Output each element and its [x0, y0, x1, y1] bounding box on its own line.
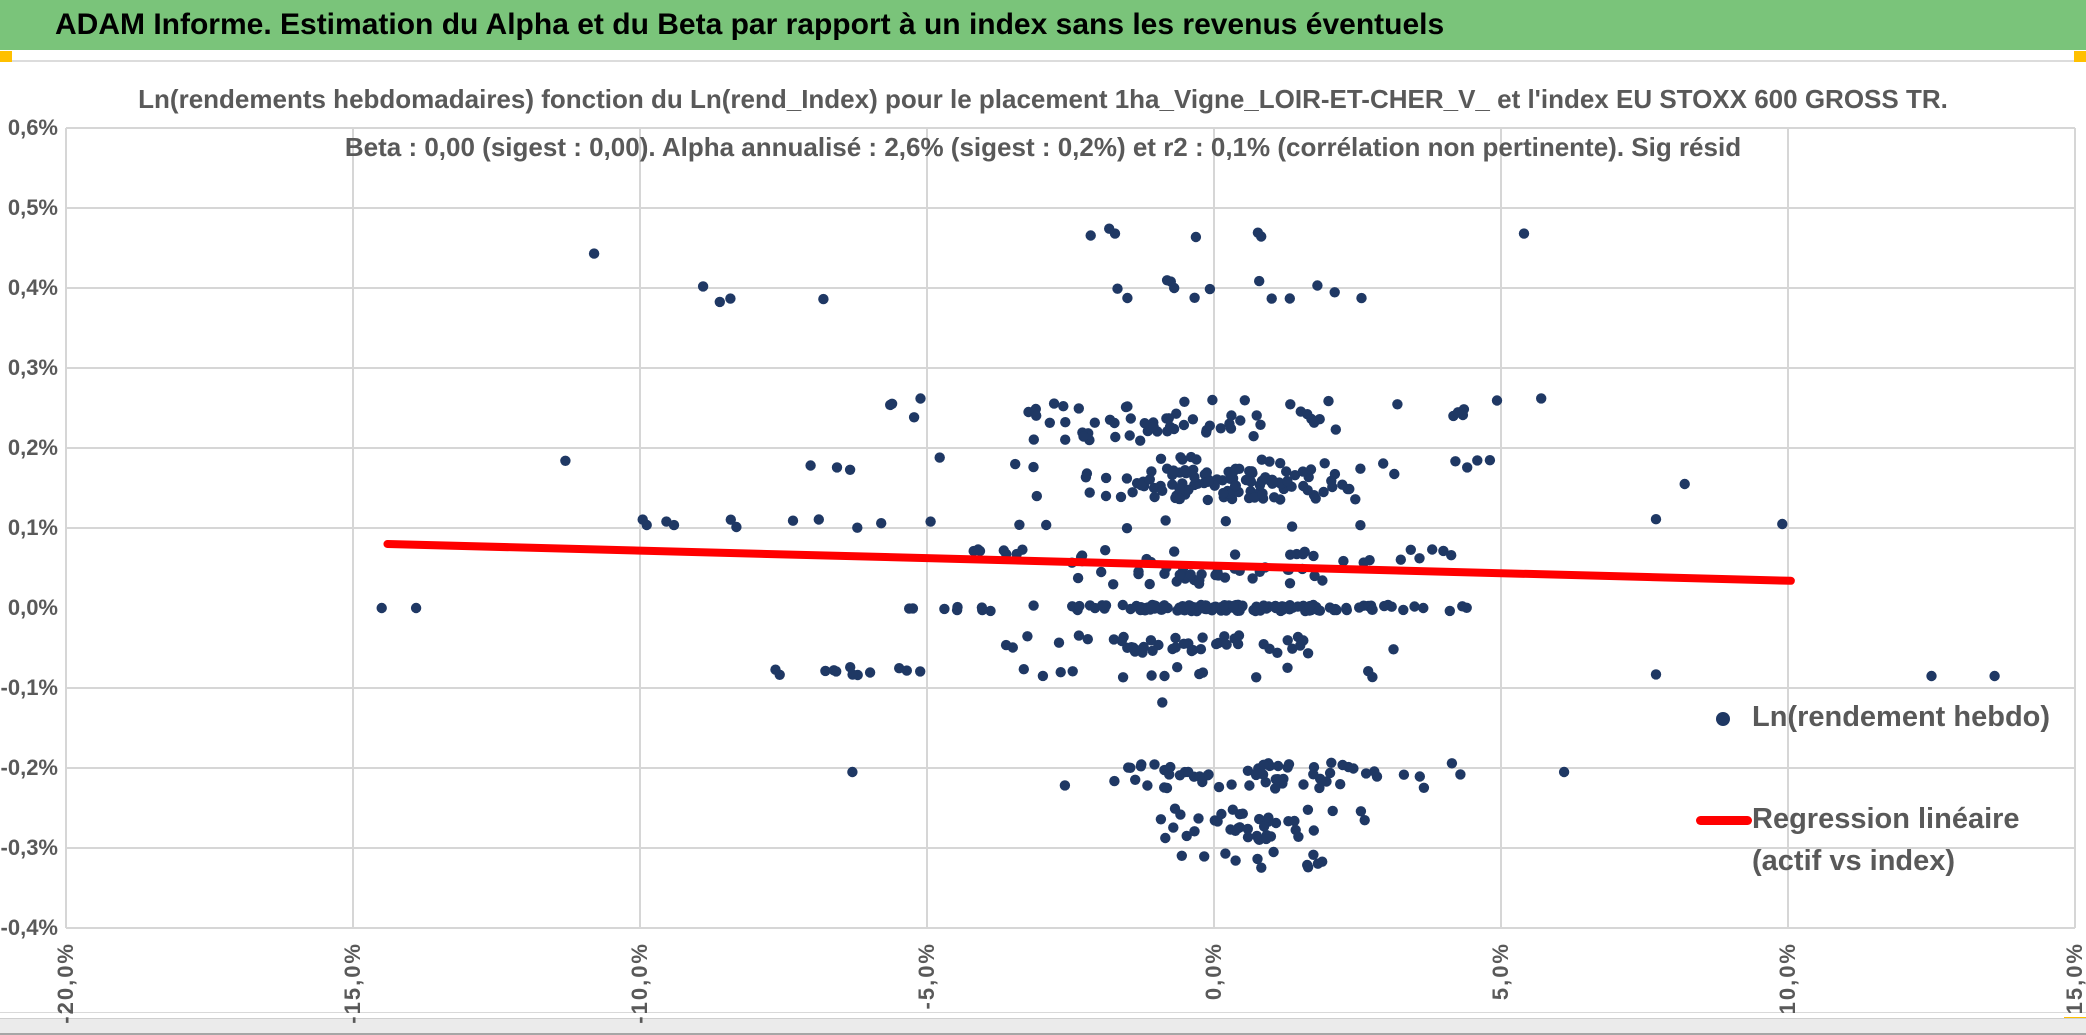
x-tick-0,0%: 0,0% — [1201, 942, 1226, 1001]
x-tick-5,0%: 5,0% — [1488, 942, 1513, 1001]
x-tick--10,0%: -10,0% — [627, 942, 652, 1024]
x-tick--15,0%: -15,0% — [340, 942, 365, 1024]
sheet-bottom-strip — [0, 1018, 2086, 1035]
y-tick-0,2%: 0,2% — [7, 435, 58, 460]
y-tick--0,1%: -0,1% — [0, 675, 58, 700]
x-tick-15,0%: 15,0% — [2062, 942, 2086, 1015]
row-divider — [0, 60, 2086, 62]
chart-title-line2: Beta : 0,00 (sigest : 0,00). Alpha annua… — [344, 132, 1742, 162]
chart-title-line1: Ln(rendements hebdomadaires) fonction du… — [138, 84, 1948, 114]
x-tick--5,0%: -5,0% — [914, 942, 939, 1010]
legend-marker-line[interactable] — [1696, 816, 1752, 825]
selection-handle-top-left[interactable] — [0, 51, 12, 62]
y-tick-0,4%: 0,4% — [7, 275, 58, 300]
gridlines — [65, 127, 2076, 929]
x-tick--20,0%: -20,0% — [53, 942, 78, 1024]
sheet-title: ADAM Informe. Estimation du Alpha et du … — [55, 8, 1445, 41]
x-tick-10,0%: 10,0% — [1775, 942, 1800, 1015]
regression-line-series[interactable] — [383, 540, 1795, 585]
legend-item-regression[interactable]: Regression linéaire (actif vs index) — [1752, 798, 2020, 882]
sheet-header-bar: ADAM Informe. Estimation du Alpha et du … — [0, 0, 2086, 50]
y-tick--0,3%: -0,3% — [0, 835, 58, 860]
legend-regression-label-line2: (actif vs index) — [1752, 845, 1956, 877]
y-tick-0,1%: 0,1% — [7, 515, 58, 540]
legend-regression-label-line1: Regression linéaire — [1752, 803, 2020, 835]
regression-line[interactable] — [383, 540, 1795, 585]
y-tick--0,4%: -0,4% — [0, 915, 58, 940]
y-tick-0,6%: 0,6% — [7, 115, 58, 140]
sheet-bottom-edge — [0, 1033, 2086, 1035]
legend-marker-dot[interactable] — [1716, 712, 1730, 726]
y-tick--0,2%: -0,2% — [0, 755, 58, 780]
selection-handle-top-right[interactable] — [2074, 51, 2086, 62]
scatter-series-ln-rendement[interactable] — [376, 223, 2000, 873]
chart-bottom-divider — [0, 1012, 2086, 1013]
legend-item-ln-rendement[interactable]: Ln(rendement hebdo) — [1752, 701, 2051, 733]
y-tick-0,0%: 0,0% — [7, 595, 58, 620]
y-tick-0,3%: 0,3% — [7, 355, 58, 380]
y-tick-0,5%: 0,5% — [7, 195, 58, 220]
